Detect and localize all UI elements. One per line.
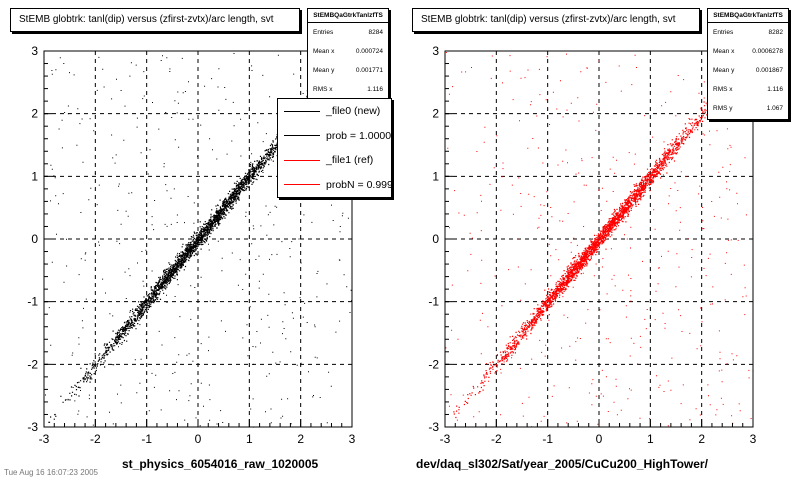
stats-row: Mean y 0.001771	[308, 61, 388, 80]
footer-timestamp: Tue Aug 16 16:07:23 2005	[4, 468, 99, 477]
legend-line-red	[284, 184, 320, 186]
y-tick-label: 2	[432, 107, 439, 121]
legend: _file0 (new) prob = 1.000000 _file1 (ref…	[277, 98, 392, 198]
legend-entry-ref: _file1 (ref)	[278, 148, 391, 173]
stats-row: RMS y 1.067	[708, 99, 788, 118]
y-tick-label: -3	[27, 420, 38, 434]
y-tick-label: 3	[432, 44, 439, 58]
histogram-title-text: StEMB globtrk: tanl(dip) versus (zfirst-…	[421, 14, 676, 25]
y-tick-label: 2	[31, 107, 38, 121]
stats-row: Mean x 0.000724	[308, 42, 388, 61]
histogram-title: StEMB globtrk: tanl(dip) versus (zfirst-…	[10, 8, 300, 32]
y-tick-label: -2	[428, 357, 439, 371]
stats-label: Mean x	[313, 48, 335, 55]
stats-label: RMS x	[313, 86, 333, 93]
x-tick-label: 0	[596, 432, 603, 446]
stats-label: RMS x	[713, 86, 733, 93]
axis-ticks: -3 -2 -1 0 1 2 3 -3 -2 -1 0 1 2 3	[27, 44, 355, 446]
stats-value: 0.001867	[755, 67, 783, 74]
stats-row: RMS x 1.116	[708, 80, 788, 99]
stats-row: Entries 8284	[308, 23, 388, 42]
x-tick-label: 1	[246, 432, 253, 446]
stats-row: Mean y 0.001867	[708, 61, 788, 80]
legend-entry-new: _file0 (new)	[278, 99, 391, 124]
x-tick-label: -1	[542, 432, 553, 446]
histogram-title-text: StEMB globtrk: tanl(dip) versus (zfirst-…	[19, 14, 274, 25]
x-tick-label: 3	[349, 432, 356, 446]
legend-line-black	[284, 135, 320, 137]
y-tick-label: -1	[428, 295, 439, 309]
stats-label: RMS y	[713, 105, 733, 112]
stats-label: Mean x	[713, 48, 735, 55]
legend-line-black	[284, 110, 320, 112]
x-tick-label: 2	[297, 432, 304, 446]
stats-row: Mean x 0.0006278	[708, 42, 788, 61]
x-tick-label: 2	[698, 432, 705, 446]
legend-entry-probn: probN = 0.999925	[278, 173, 391, 198]
stats-value: 8284	[368, 29, 383, 36]
legend-label: probN = 0.999925	[326, 178, 391, 191]
stats-value: 8282	[768, 29, 783, 36]
stats-label: Mean y	[313, 67, 335, 74]
stats-value: 1.067	[766, 105, 783, 112]
y-tick-label: 1	[31, 169, 38, 183]
stats-value: 0.001771	[355, 67, 383, 74]
stats-value: 1.116	[767, 86, 783, 93]
y-tick-label: 0	[432, 232, 439, 246]
stats-row: RMS x 1.116	[308, 80, 388, 99]
x-tick-label: 3	[750, 432, 757, 446]
plot-grid	[445, 51, 753, 427]
scatter-points	[44, 53, 353, 428]
stats-value: 1.116	[367, 86, 383, 93]
legend-label: _file0 (new)	[326, 105, 381, 118]
y-tick-label: 0	[31, 232, 38, 246]
scatter-points	[445, 52, 754, 428]
axis-ticks: -3 -2 -1 0 1 2 3 -3 -2 -1 0 1 2 3	[428, 44, 756, 446]
y-tick-label: -1	[27, 295, 38, 309]
scatter-point-cloud	[445, 52, 754, 428]
legend-label: prob = 1.000000	[326, 129, 392, 142]
stats-value: 0.000724	[355, 48, 383, 55]
stats-name: StEMBQaGtrkTanlzfTS	[708, 9, 788, 23]
legend-label: _file1 (ref)	[326, 154, 374, 167]
legend-entry-prob: prob = 1.000000	[278, 124, 391, 149]
x-axis-title: st_physics_6054016_raw_1020005	[122, 457, 319, 471]
right-scatter-plot: -3 -2 -1 0 1 2 3 -3 -2 -1 0 1 2 3	[428, 44, 756, 446]
x-tick-label: 1	[647, 432, 654, 446]
stats-label: Entries	[313, 29, 334, 36]
stats-name: StEMBQaGtrkTanlzfTS	[308, 9, 388, 23]
stats-box: StEMBQaGtrkTanlzfTS Entries 8284 Mean x 0.…	[307, 8, 389, 102]
x-tick-label: 0	[195, 432, 202, 446]
stats-row: Entries 8282	[708, 23, 788, 42]
y-tick-label: -3	[428, 420, 439, 434]
legend-line-red	[284, 159, 320, 161]
x-tick-label: -3	[39, 432, 50, 446]
stats-box: StEMBQaGtrkTanlzfTS Entries 8282 Mean x 0.…	[707, 8, 789, 120]
stats-value: 0.0006278	[752, 48, 783, 55]
x-tick-label: -3	[440, 432, 451, 446]
left-histogram-pad: -3 -2 -1 0 1 2 3 -3 -2 -1 0 1 2 3 StEMB globtrk: tanl…	[4, 8, 392, 477]
y-tick-label: 3	[31, 44, 38, 58]
right-histogram-pad: -3 -2 -1 0 1 2 3 -3 -2 -1 0 1 2 3 StEMB globtrk: tanl…	[400, 0, 800, 480]
scatter-point-cloud	[44, 53, 353, 428]
x-tick-label: -1	[141, 432, 152, 446]
histogram-title: StEMB globtrk: tanl(dip) versus (zfirst-…	[412, 8, 700, 32]
x-tick-label: -2	[491, 432, 502, 446]
x-tick-label: -2	[90, 432, 101, 446]
stats-label: Entries	[713, 29, 734, 36]
y-tick-label: 1	[432, 169, 439, 183]
y-tick-label: -2	[27, 357, 38, 371]
stats-label: Mean y	[713, 67, 735, 74]
x-axis-title: dev/daq_sl302/Sat/year_2005/CuCu200_High…	[416, 457, 708, 471]
